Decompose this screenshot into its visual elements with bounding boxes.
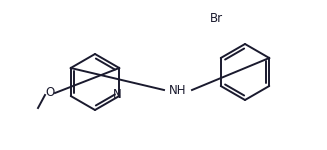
- Text: O: O: [45, 87, 55, 99]
- Text: Br: Br: [210, 12, 223, 24]
- Text: N: N: [113, 88, 122, 102]
- Text: NH: NH: [169, 84, 187, 96]
